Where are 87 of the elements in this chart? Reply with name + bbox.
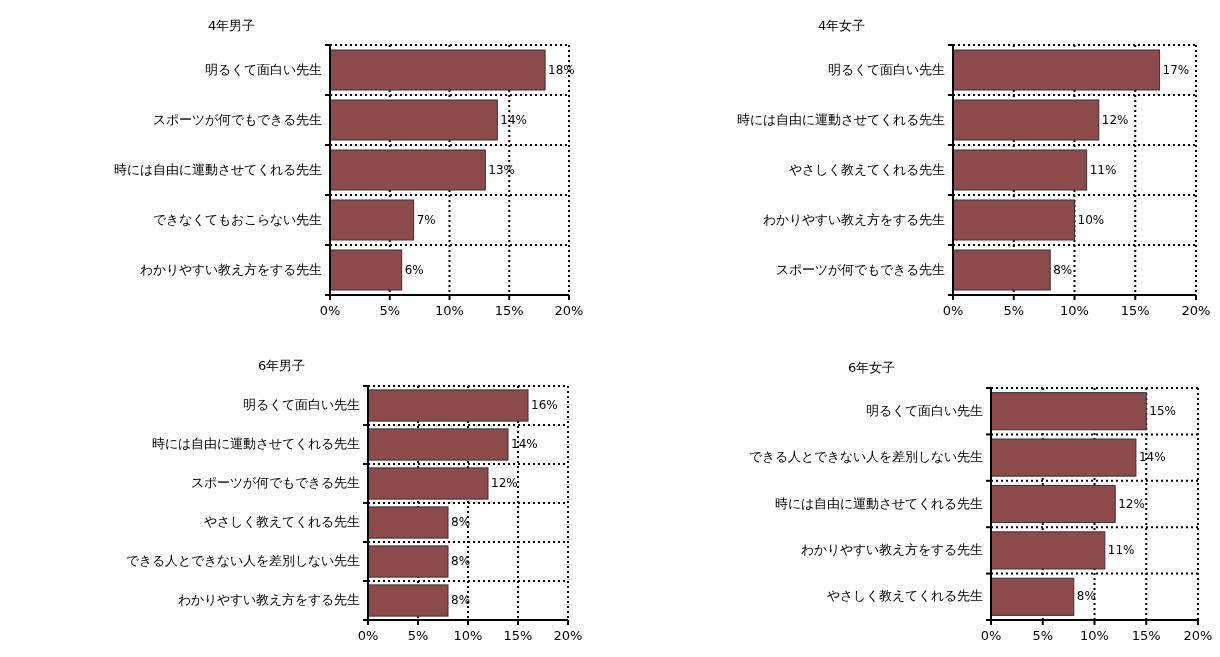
x-tick-label: 0% bbox=[980, 628, 1002, 643]
x-tick-label: 5% bbox=[407, 628, 429, 643]
x-tick-label: 10% bbox=[453, 628, 483, 643]
data-label: 13% bbox=[488, 162, 516, 177]
bar bbox=[952, 49, 1161, 91]
data-label: 14% bbox=[511, 437, 538, 451]
bar bbox=[367, 467, 489, 500]
bar bbox=[952, 99, 1100, 141]
x-tick-label: 0% bbox=[319, 303, 341, 318]
x-tick-label: 20% bbox=[554, 303, 584, 318]
y-tick-label: 時には自由に運動させてくれる先生 bbox=[114, 161, 322, 177]
data-label: 18% bbox=[548, 62, 575, 77]
bar bbox=[329, 99, 498, 141]
x-tick-label: 10% bbox=[1080, 628, 1109, 643]
y-tick-label: わかりやすい教え方をする先生 bbox=[763, 211, 945, 227]
x-tick-label: 0% bbox=[357, 628, 379, 643]
data-label: 6% bbox=[404, 262, 424, 277]
data-label: 17% bbox=[1162, 62, 1190, 77]
chart-title: 4年男子 bbox=[208, 18, 256, 33]
bar bbox=[990, 577, 1075, 616]
y-tick-label: わかりやすい教え方をする先生 bbox=[140, 261, 322, 277]
bar bbox=[329, 249, 403, 291]
data-label: 8% bbox=[451, 515, 471, 529]
bar bbox=[329, 199, 415, 241]
y-tick-label: 時には自由に運動させてくれる先生 bbox=[737, 111, 945, 127]
y-tick-label: 明るくて面白い先生 bbox=[205, 61, 322, 77]
x-tick-label: 20% bbox=[1183, 628, 1213, 643]
text: 6年女子 bbox=[848, 360, 896, 375]
x-tick-label: 5% bbox=[1003, 303, 1025, 318]
data-label: 11% bbox=[1089, 162, 1117, 177]
bar bbox=[367, 545, 449, 578]
y-tick-label: わかりやすい教え方をする先生 bbox=[801, 541, 983, 557]
bar bbox=[990, 392, 1147, 431]
data-label: 8% bbox=[451, 593, 471, 607]
bar bbox=[952, 249, 1051, 291]
bar bbox=[367, 428, 509, 461]
data-label: 12% bbox=[1118, 496, 1145, 511]
y-tick-label: 時には自由に運動させてくれる先生 bbox=[152, 436, 360, 451]
x-tick-label: 15% bbox=[494, 303, 524, 318]
bar bbox=[367, 584, 449, 617]
y-tick-label: わかりやすい教え方をする先生 bbox=[178, 592, 360, 607]
bar bbox=[990, 438, 1137, 477]
y-tick-label: 明るくて面白い先生 bbox=[243, 397, 360, 412]
bar bbox=[367, 389, 529, 422]
y-tick-label: スポーツが何でもできる先生 bbox=[191, 475, 360, 490]
y-tick-label: 明るくて面白い先生 bbox=[828, 61, 945, 77]
data-label: 16% bbox=[531, 398, 558, 412]
data-label: 11% bbox=[1107, 542, 1135, 557]
x-tick-label: 15% bbox=[1131, 628, 1161, 643]
data-label: 8% bbox=[451, 554, 471, 568]
x-tick-label: 15% bbox=[503, 628, 533, 643]
data-label: 14% bbox=[500, 112, 527, 127]
y-tick-label: できなくてもおこらない先生 bbox=[153, 211, 322, 227]
x-tick-label: 20% bbox=[553, 628, 583, 643]
chart-title: 6年男子 bbox=[258, 358, 306, 373]
x-tick-label: 0% bbox=[942, 303, 964, 318]
y-tick-label: 時には自由に運動させてくれる先生 bbox=[775, 495, 983, 511]
y-tick-label: スポーツが何でもできる先生 bbox=[153, 111, 322, 127]
y-tick-label: やさしく教えてくれる先生 bbox=[789, 161, 945, 177]
y-tick-label: スポーツが何でもできる先生 bbox=[776, 261, 945, 277]
data-label: 10% bbox=[1077, 212, 1105, 227]
bar bbox=[952, 149, 1088, 191]
text: 4年女子 bbox=[818, 18, 866, 33]
bar bbox=[329, 149, 486, 191]
data-label: 15% bbox=[1149, 403, 1176, 418]
x-tick-label: 15% bbox=[1120, 303, 1150, 318]
data-label: 8% bbox=[1076, 589, 1096, 604]
bar bbox=[990, 484, 1116, 524]
y-tick-label: できる人とできない人を差別しない先生 bbox=[126, 553, 360, 568]
data-label: 12% bbox=[491, 476, 518, 490]
y-tick-label: 明るくて面白い先生 bbox=[866, 402, 983, 418]
data-label: 8% bbox=[1053, 262, 1073, 277]
bar bbox=[952, 199, 1075, 241]
x-tick-label: 10% bbox=[435, 303, 464, 318]
bar bbox=[367, 506, 449, 539]
data-label: 7% bbox=[416, 212, 436, 227]
data-label: 14% bbox=[1138, 450, 1166, 465]
bar bbox=[329, 49, 546, 91]
y-tick-label: やさしく教えてくれる先生 bbox=[204, 514, 360, 529]
data-label: 12% bbox=[1101, 112, 1129, 127]
x-tick-label: 20% bbox=[1181, 303, 1211, 318]
bar bbox=[990, 531, 1106, 570]
x-tick-label: 5% bbox=[379, 303, 401, 318]
y-tick-label: できる人とできない人を差別しない先生 bbox=[749, 449, 983, 465]
y-tick-label: やさしく教えてくれる先生 bbox=[827, 588, 983, 604]
x-tick-label: 10% bbox=[1060, 303, 1089, 318]
x-tick-label: 5% bbox=[1032, 628, 1054, 643]
